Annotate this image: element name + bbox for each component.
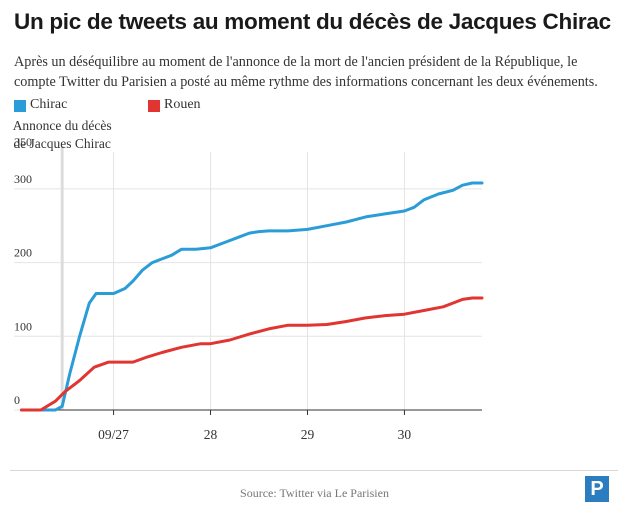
x-tick-label: 09/27: [98, 427, 129, 442]
legend-swatch-chirac: [14, 100, 26, 112]
y-tick-label: 100: [14, 319, 32, 333]
annotation-label: Annonce du décès: [13, 118, 112, 133]
series-line-chirac: [20, 181, 484, 412]
chart-title: Un pic de tweets au moment du décès de J…: [14, 9, 611, 34]
line-chart: 0 100 200 300 350 09/27 28 29 30 Annonce du décès…: [13, 118, 484, 442]
y-tick-label: 350: [14, 135, 32, 149]
x-tick-label: 29: [301, 427, 315, 442]
legend-label-rouen: Rouen: [164, 97, 201, 112]
y-tick-label: 0: [14, 393, 20, 407]
footer-divider: [10, 470, 618, 471]
le-parisien-logo[interactable]: P: [585, 476, 609, 502]
y-tick-label: 300: [14, 172, 32, 186]
y-tick-label: 200: [14, 246, 32, 260]
x-tick-label: 28: [204, 427, 218, 442]
legend-swatch-rouen: [148, 100, 160, 112]
legend-label-chirac: Chirac: [30, 97, 68, 112]
series-line-rouen: [20, 296, 484, 412]
chart-subtitle: Après un déséquilibre au moment de l'ann…: [14, 54, 598, 90]
source-credit: Source: Twitter via Le Parisien: [240, 486, 389, 500]
annotation-label: de Jacques Chirac: [13, 136, 110, 151]
x-tick-label: 30: [398, 427, 412, 442]
